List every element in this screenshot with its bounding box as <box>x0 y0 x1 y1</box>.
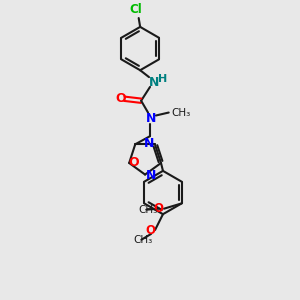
Text: N: N <box>149 76 159 88</box>
Text: H: H <box>158 74 167 84</box>
Text: O: O <box>153 202 163 215</box>
Text: O: O <box>129 155 140 169</box>
Text: CH₃: CH₃ <box>138 205 158 215</box>
Text: CH₃: CH₃ <box>134 235 153 245</box>
Text: N: N <box>144 137 154 150</box>
Text: O: O <box>115 92 126 105</box>
Text: Cl: Cl <box>130 3 142 16</box>
Text: N: N <box>146 112 156 125</box>
Text: O: O <box>145 224 155 237</box>
Text: N: N <box>146 169 156 182</box>
Text: CH₃: CH₃ <box>172 107 191 118</box>
